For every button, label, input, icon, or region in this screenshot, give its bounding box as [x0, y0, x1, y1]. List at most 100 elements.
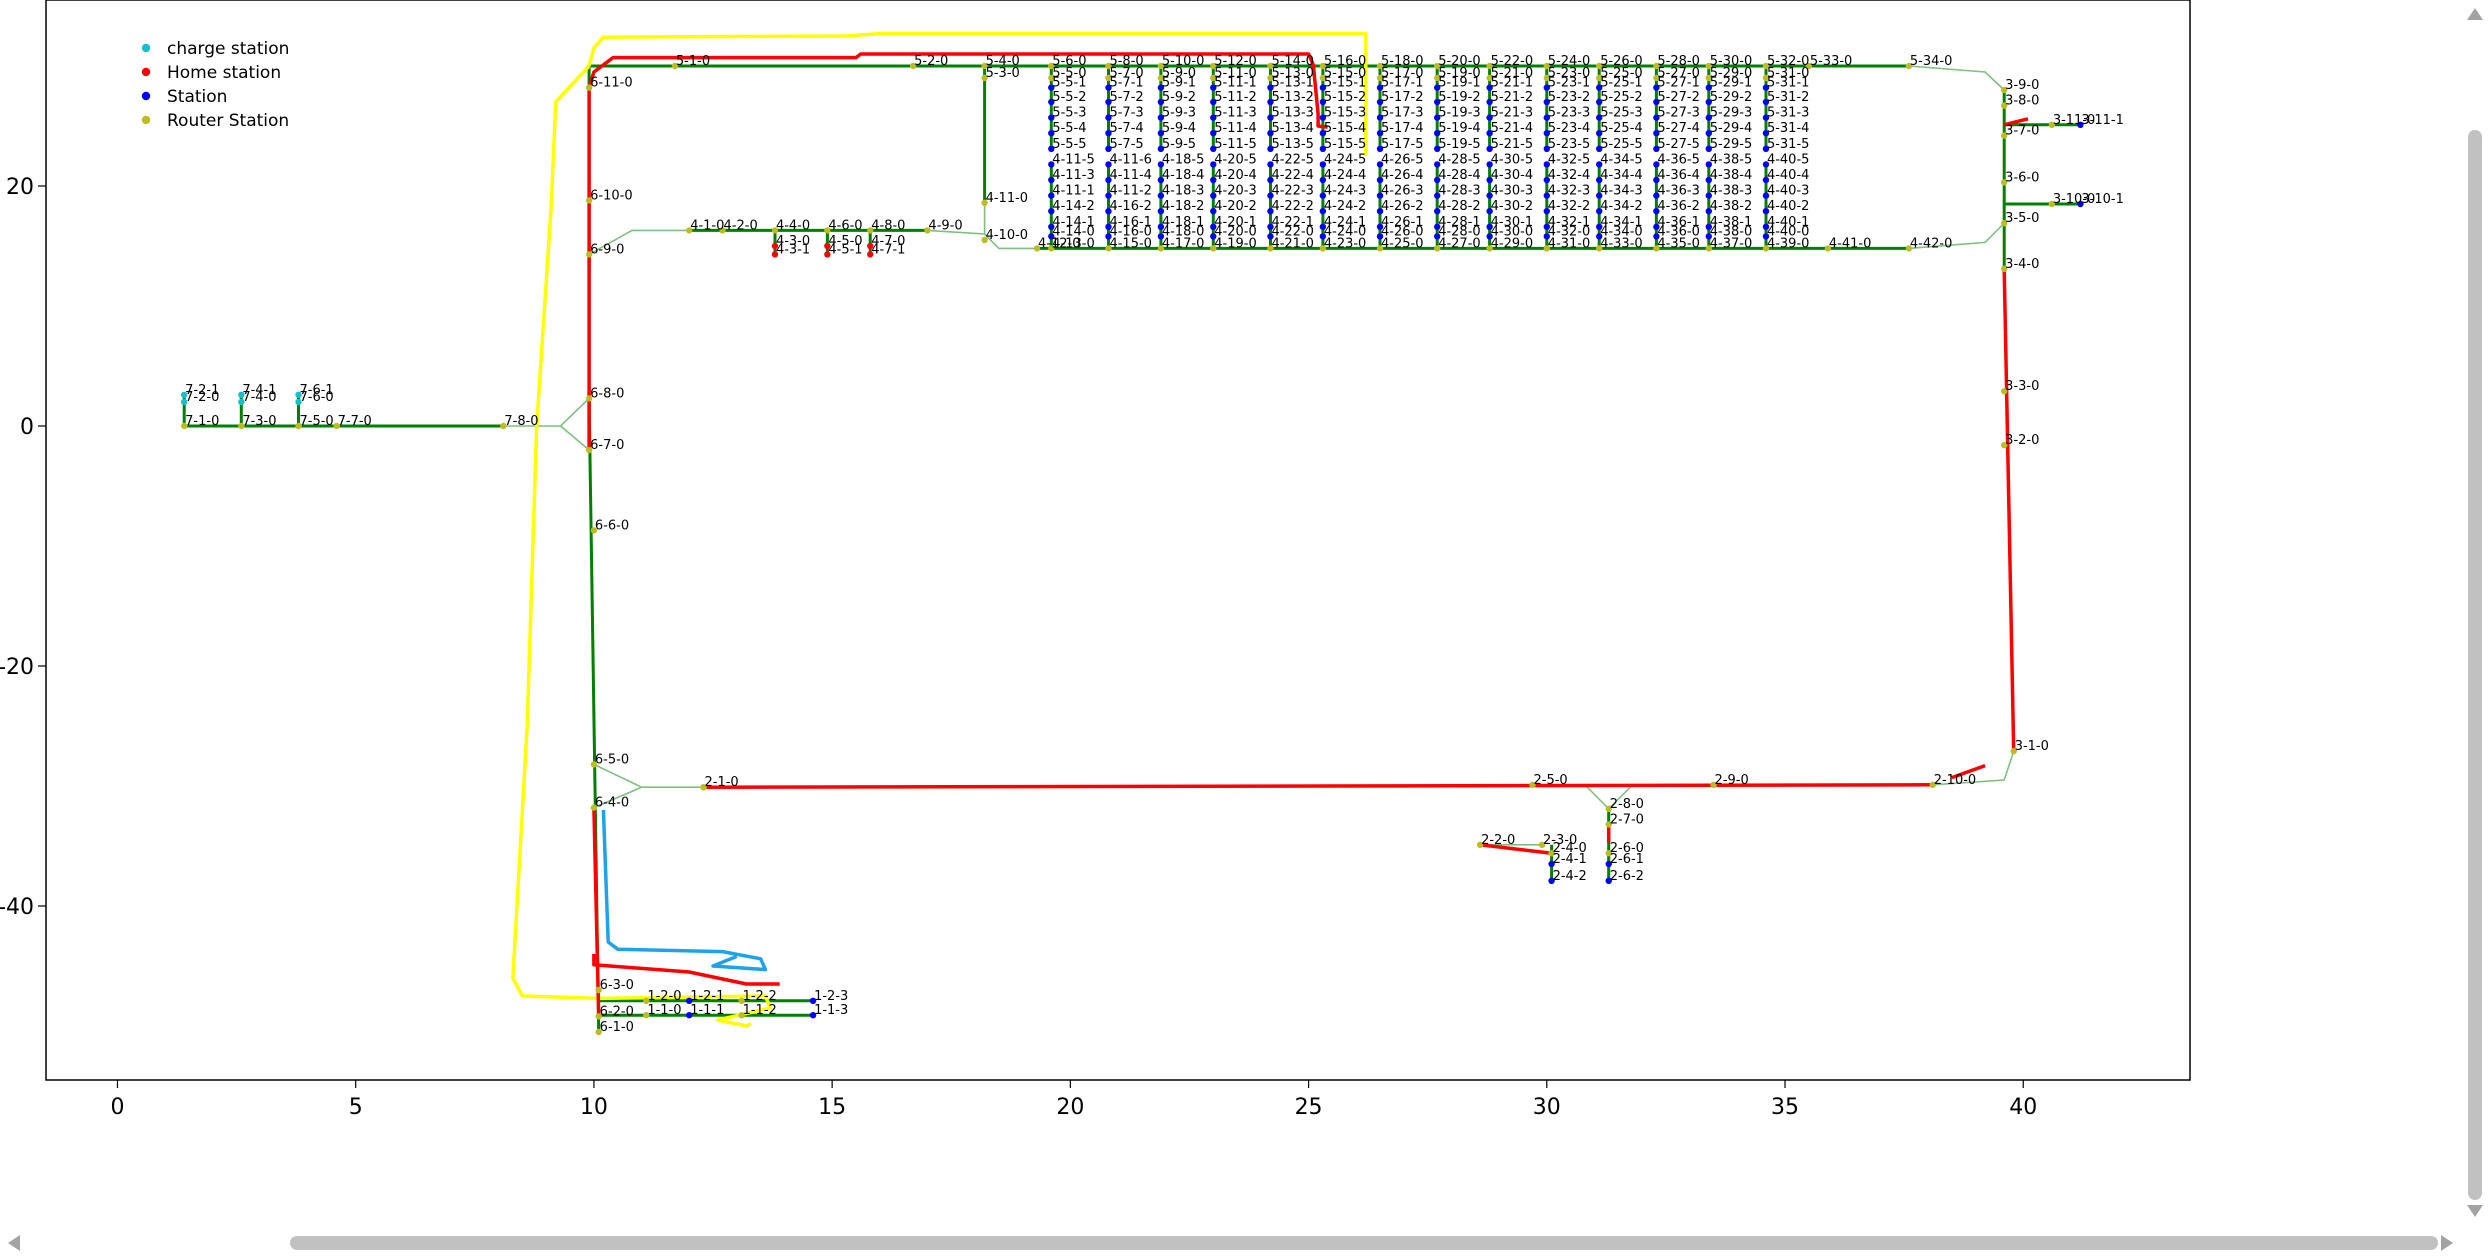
vertical-scrollbar[interactable]	[2461, 0, 2489, 1225]
branch-edge	[927, 229, 1037, 250]
node-label: 5-30-0	[1710, 54, 1752, 69]
node-router	[2048, 121, 2056, 128]
node-label: 4-24-2	[1324, 199, 1366, 214]
node-station	[1376, 114, 1384, 121]
node-label: 3-3-0	[2005, 379, 2039, 394]
node-label: 5-7-1	[1109, 76, 1143, 91]
node-station	[1486, 84, 1493, 91]
node-router	[1596, 62, 1603, 70]
node-station	[686, 997, 693, 1004]
node-router	[1538, 841, 1546, 848]
vertical-scroll-thumb[interactable]	[2468, 130, 2482, 1200]
red-route	[587, 52, 1328, 129]
node-station	[1762, 98, 1770, 106]
node-label: 5-11-0	[1214, 66, 1256, 81]
node-router	[1434, 74, 1441, 82]
node-label: 5-33-0	[1810, 54, 1852, 69]
x-tick-label: 5	[349, 1095, 363, 1120]
horizontal-scroll-thumb[interactable]	[290, 1236, 2438, 1250]
node-label: 4-2-0	[724, 218, 758, 233]
node-label: 5-18-0	[1381, 54, 1423, 69]
x-tick-label: 0	[110, 1095, 124, 1120]
node-station	[1543, 233, 1551, 240]
node-label: 4-5-0	[828, 234, 862, 249]
node-station	[1596, 84, 1603, 91]
node-station	[1762, 223, 1770, 230]
scroll-right-icon[interactable]	[2441, 1235, 2453, 1251]
node-label: 5-21-4	[1491, 121, 1533, 136]
node-station	[1762, 233, 1770, 240]
node-label: 4-34-4	[1600, 168, 1642, 183]
node-station	[1157, 145, 1165, 152]
node-station	[1376, 208, 1384, 215]
node-station	[1596, 176, 1603, 184]
node-label: 5-17-4	[1381, 121, 1423, 136]
node-label: 4-21-0	[1271, 236, 1313, 251]
node-router	[1905, 62, 1913, 70]
node-router	[719, 227, 726, 234]
node-station	[2077, 200, 2084, 208]
node-router	[585, 84, 593, 91]
node-label: 4-36-1	[1657, 215, 1699, 230]
node-station	[1048, 114, 1055, 121]
node-router	[1033, 245, 1041, 252]
node-station	[1543, 223, 1551, 230]
scroll-up-icon[interactable]	[2467, 8, 2483, 20]
legend-marker	[141, 91, 151, 101]
node-station	[1543, 145, 1551, 152]
node-label: 4-14-0	[1052, 224, 1094, 239]
node-label: 4-18-4	[1162, 168, 1204, 183]
node-label: 4-29-0	[1491, 236, 1533, 251]
node-label: 4-24-1	[1324, 215, 1366, 230]
node-label: 4-17-0	[1162, 236, 1204, 251]
node-station	[1048, 192, 1055, 199]
node-router	[867, 227, 874, 234]
node-charge	[295, 398, 302, 406]
node-station	[1434, 161, 1441, 168]
node-router	[1157, 62, 1165, 70]
node-label: 5-31-0	[1767, 66, 1809, 81]
node-station	[1267, 130, 1274, 137]
node-label: 4-7-1	[871, 242, 905, 257]
node-label: 5-6-0	[1052, 54, 1086, 69]
node-router	[590, 761, 598, 768]
node-router	[1157, 245, 1165, 252]
node-station	[1210, 223, 1217, 230]
node-label: 2-4-1	[1553, 852, 1587, 867]
node-station	[1596, 208, 1603, 215]
node-label: 4-22-1	[1271, 215, 1313, 230]
node-label: 3-2-0	[2005, 433, 2039, 448]
node-router	[1267, 62, 1274, 70]
node-station	[1705, 145, 1712, 152]
node-label: 4-18-1	[1162, 215, 1204, 230]
node-station	[1762, 145, 1770, 152]
scroll-left-icon[interactable]	[8, 1235, 20, 1251]
node-label: 6-5-0	[595, 752, 629, 767]
node-router	[2000, 265, 2008, 272]
node-label: 3-8-0	[2005, 94, 2039, 109]
node-station	[1762, 161, 1770, 168]
node-station	[1105, 208, 1112, 215]
node-router	[981, 199, 988, 206]
node-home	[824, 242, 831, 250]
node-label: 4-12-0	[1038, 236, 1080, 251]
node-station	[1048, 98, 1055, 106]
node-label: 4-6-0	[828, 218, 862, 233]
red-route	[592, 807, 601, 1017]
branch-edge	[593, 786, 642, 809]
node-router	[1805, 62, 1813, 70]
scroll-down-icon[interactable]	[2467, 1205, 2483, 1217]
node-station	[1210, 208, 1217, 215]
node-label: 4-30-3	[1491, 184, 1533, 199]
node-router	[2000, 442, 2008, 449]
node-station	[1653, 208, 1660, 215]
node-label: 4-41-0	[1829, 236, 1871, 251]
node-label: 5-20-0	[1438, 54, 1480, 69]
node-label: 4-38-2	[1710, 199, 1752, 214]
node-station	[1157, 84, 1165, 91]
node-charge	[238, 391, 245, 398]
horizontal-scrollbar[interactable]	[0, 1229, 2461, 1257]
node-station	[1267, 98, 1274, 106]
node-charge	[180, 398, 188, 406]
node-router	[585, 395, 593, 402]
